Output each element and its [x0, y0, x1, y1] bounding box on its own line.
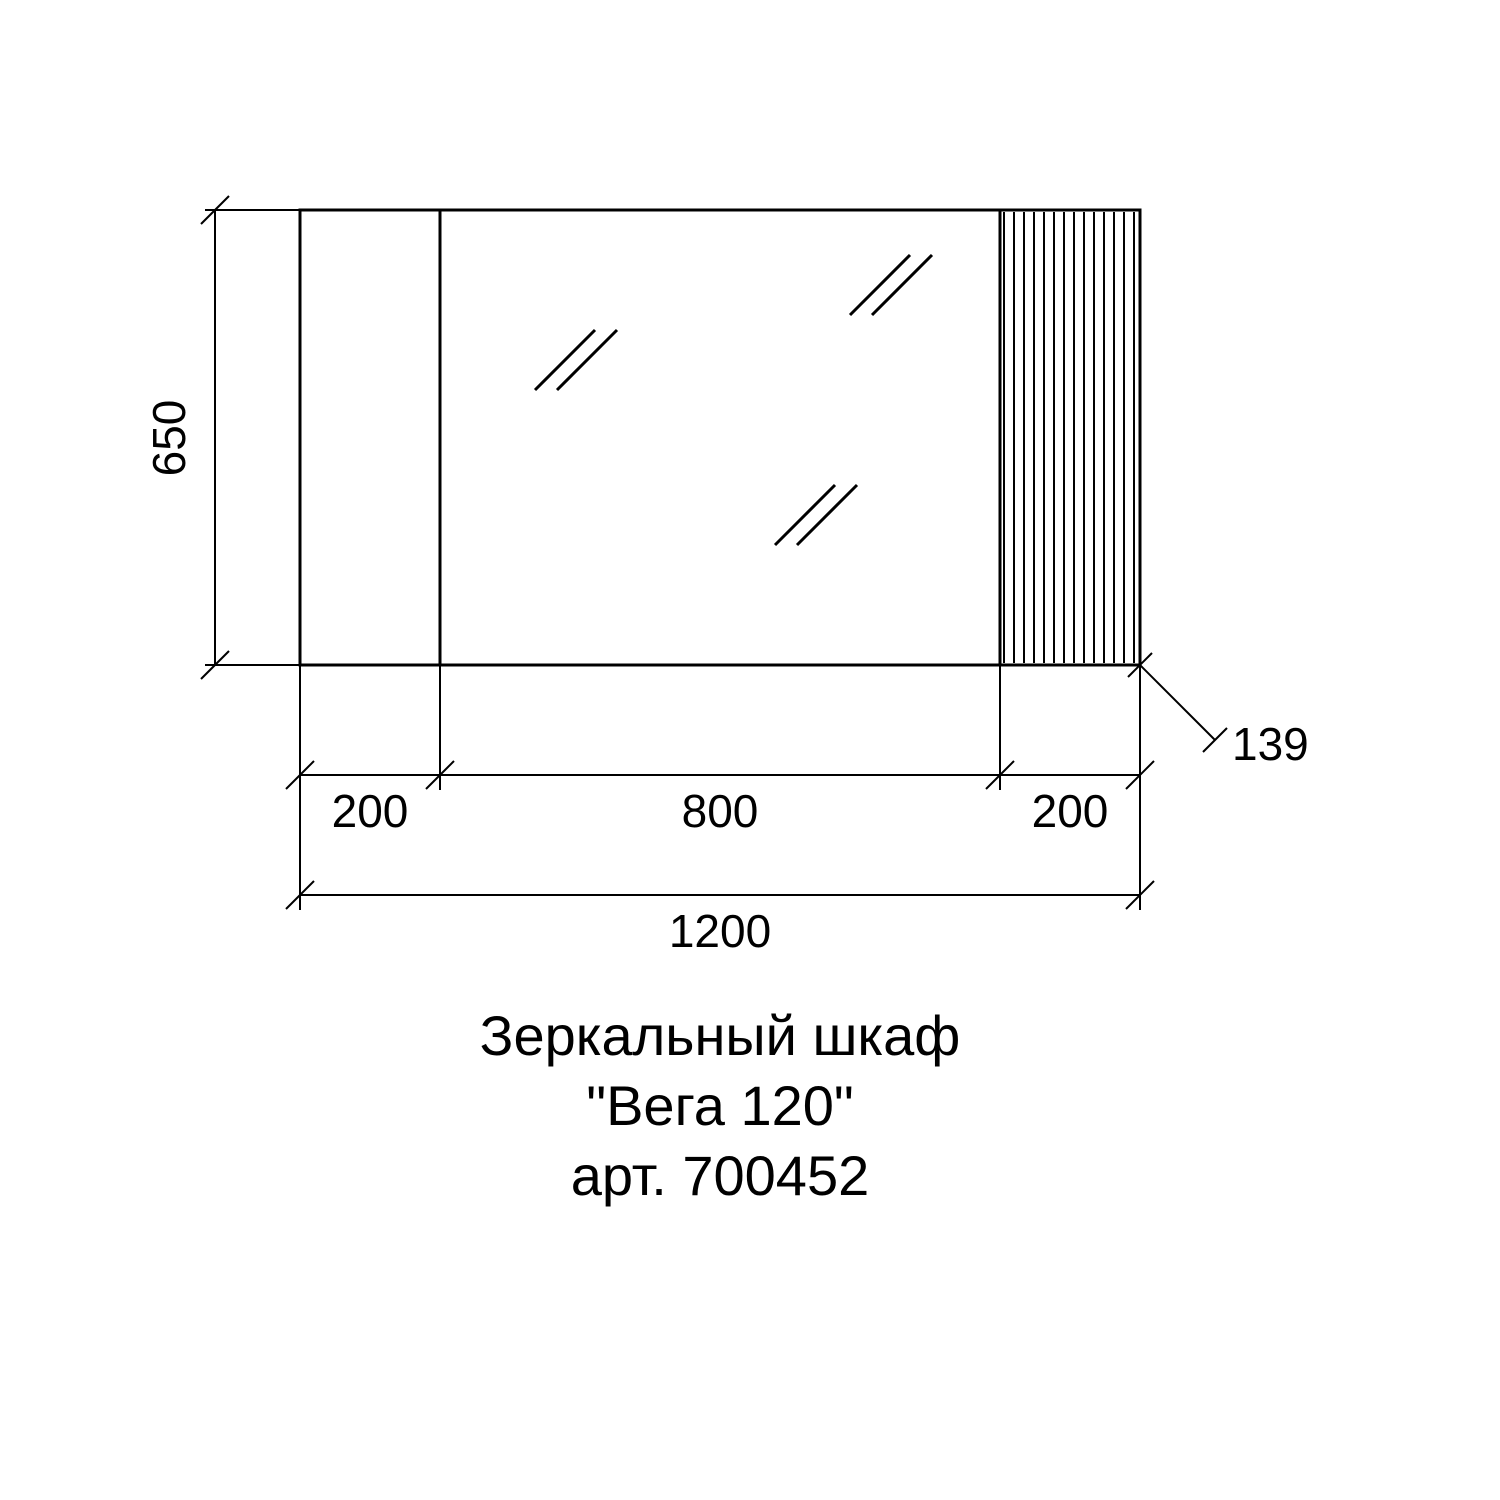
dim-height-label: 650	[143, 400, 195, 477]
caption: Зеркальный шкаф "Вега 120" арт. 700452	[480, 1004, 961, 1207]
dim-segment-label: 800	[682, 785, 759, 837]
dim-total-width-label: 1200	[669, 905, 771, 957]
technical-drawing: 650 139 200 800 200 1200 Зеркальный шкаф "…	[0, 0, 1500, 1500]
caption-line1: Зеркальный шкаф	[480, 1004, 961, 1067]
slat-hatch	[1004, 212, 1134, 663]
caption-line2: "Вега 120"	[586, 1074, 854, 1137]
dim-width-row1: 200 800 200	[286, 665, 1154, 837]
mirror-marks	[535, 255, 932, 545]
caption-line3: арт. 700452	[571, 1144, 869, 1207]
dim-depth-label: 139	[1232, 718, 1309, 770]
dim-height: 650	[143, 196, 300, 679]
dim-segment-label: 200	[332, 785, 409, 837]
dim-segment-label: 200	[1032, 785, 1109, 837]
dim-depth: 139	[1128, 653, 1309, 770]
